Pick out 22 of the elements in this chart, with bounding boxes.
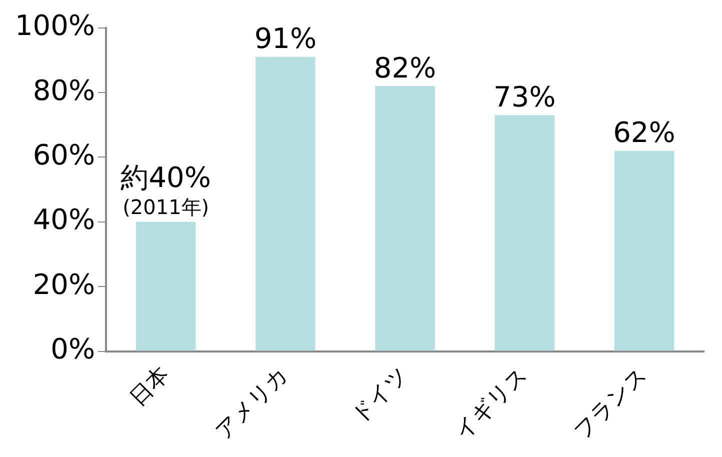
bar — [494, 115, 555, 351]
data-label: 82% — [374, 51, 436, 84]
bar — [136, 222, 196, 351]
data-label: 91% — [254, 22, 317, 56]
y-tick-label: 100% — [14, 9, 96, 42]
data-label: 73% — [493, 80, 556, 114]
y-tick-label: 40% — [32, 203, 96, 236]
x-tick-label: ドイツ — [346, 362, 414, 429]
x-tick-label: フランス — [570, 362, 652, 445]
y-tick-label: 20% — [32, 268, 96, 301]
annotation: (2011年) — [122, 195, 210, 220]
bar — [614, 150, 674, 351]
x-tick-label: アメリカ — [210, 362, 294, 445]
bar — [256, 56, 316, 351]
bar — [375, 86, 435, 351]
y-tick-label: 60% — [32, 138, 96, 172]
data-label: 62% — [613, 116, 676, 150]
data-label: 約40% — [120, 161, 211, 194]
x-tick-label: イギリス — [450, 362, 533, 445]
y-tick-label: 0% — [50, 332, 96, 366]
y-tick-label: 80% — [32, 74, 96, 107]
x-tick-label: 日本 — [125, 362, 174, 412]
